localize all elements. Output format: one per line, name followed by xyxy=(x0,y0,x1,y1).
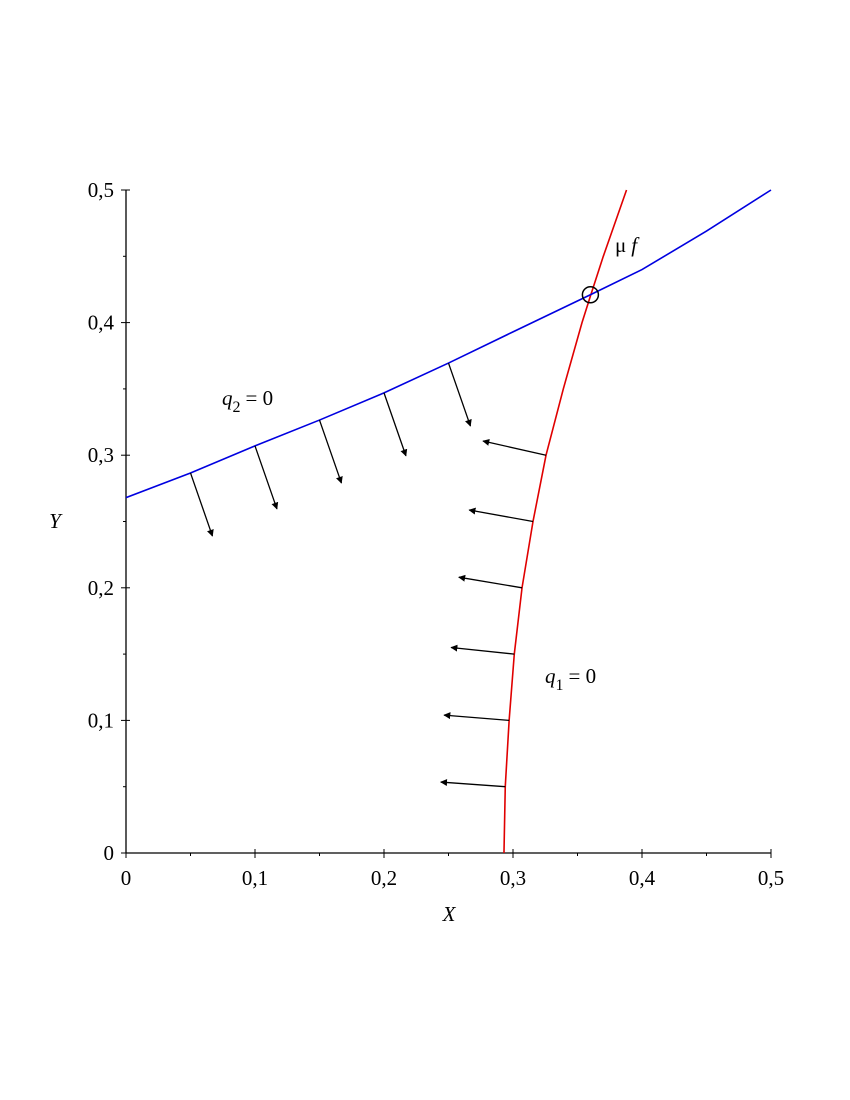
y-axis-label: Y xyxy=(49,509,63,533)
curve-label-tail: = 0 xyxy=(246,386,274,410)
arrow xyxy=(440,779,506,788)
y-tick-label: 0,2 xyxy=(88,576,114,600)
x-tick-label: 0,2 xyxy=(371,866,397,890)
x-tick-label: 0,5 xyxy=(758,866,784,890)
curve xyxy=(503,189,628,854)
point-marker xyxy=(581,286,600,304)
curve-label-sub: 2 xyxy=(233,399,241,416)
curve-label-sub: 1 xyxy=(556,677,564,694)
curve-label-base: q xyxy=(545,664,556,688)
y-tick-label: 0,3 xyxy=(88,443,114,467)
arrow xyxy=(468,507,534,523)
curve-label: q2 = 0 xyxy=(222,386,273,416)
arrow xyxy=(383,392,408,457)
y-tick-label: 0,1 xyxy=(88,708,114,732)
y-tick-label: 0,5 xyxy=(88,178,114,202)
curve-label: q1 = 0 xyxy=(545,664,596,694)
x-tick-label: 0,3 xyxy=(500,866,526,890)
arrow xyxy=(482,438,547,456)
arrow xyxy=(443,712,510,722)
y-tick-label: 0 xyxy=(104,841,115,865)
point-label-part: μ xyxy=(615,233,626,257)
x-tick-label: 0,1 xyxy=(242,866,268,890)
arrow xyxy=(447,362,472,427)
curve xyxy=(125,189,772,499)
arrow xyxy=(318,419,343,484)
arrow xyxy=(450,644,515,655)
y-tick-label: 0,4 xyxy=(88,311,115,335)
x-tick-label: 0,4 xyxy=(629,866,656,890)
arrow xyxy=(189,472,214,537)
curve-label-base: q xyxy=(222,386,233,410)
arrow xyxy=(254,445,279,510)
point-label-part: f xyxy=(631,233,640,257)
x-tick-label: 0 xyxy=(121,866,132,890)
x-axis-label: X xyxy=(442,902,457,926)
curve-label-tail: = 0 xyxy=(569,664,597,688)
arrow xyxy=(458,574,523,589)
